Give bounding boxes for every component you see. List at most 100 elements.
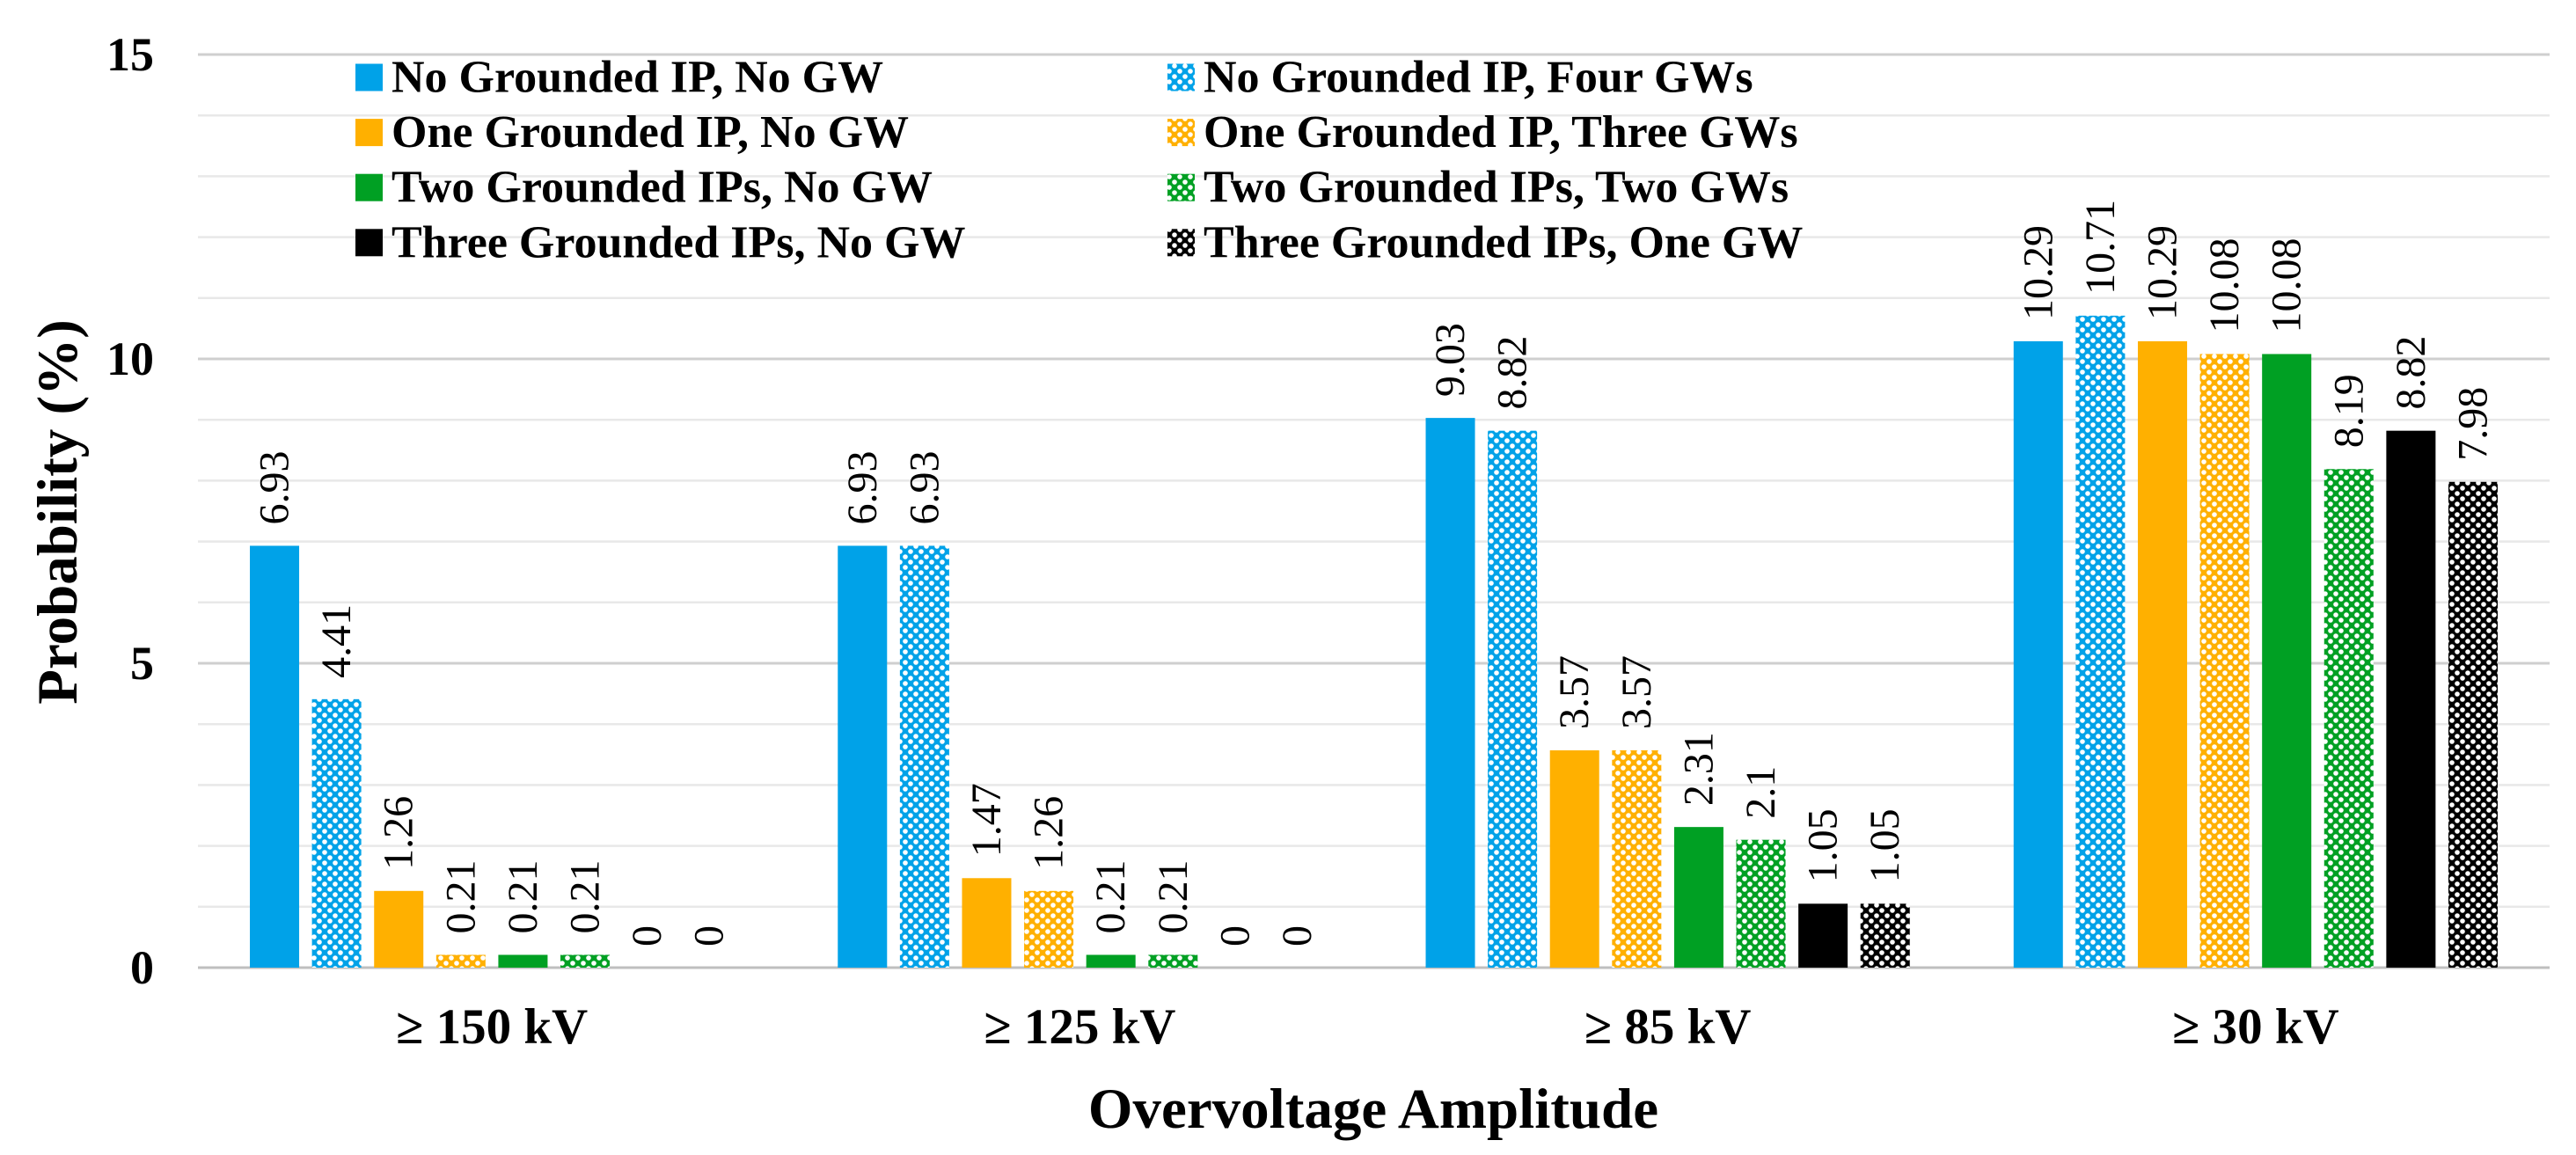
legend-item: Two Grounded IPs, Two GWs <box>1167 163 1789 213</box>
data-label: 10.29 <box>2015 225 2061 320</box>
bar <box>2013 340 2063 968</box>
legend-swatch <box>355 229 383 257</box>
legend-label: Three Grounded IPs, No GW <box>392 217 966 267</box>
data-label: 8.19 <box>2325 374 2372 448</box>
data-label: 3.57 <box>1614 655 1660 729</box>
legend-swatch <box>1167 63 1195 91</box>
data-label: 10.08 <box>2201 238 2248 333</box>
legend-label: One Grounded IP, Three GWs <box>1204 107 1798 157</box>
bar <box>2199 354 2250 968</box>
data-label: 0.21 <box>437 859 484 933</box>
bar <box>250 545 300 968</box>
data-label: 6.93 <box>901 450 948 524</box>
legend-swatch <box>355 119 383 147</box>
data-label: 6.93 <box>252 450 298 524</box>
legend-item: Two Grounded IPs, No GW <box>355 163 933 213</box>
legend-label: One Grounded IP, No GW <box>392 107 909 157</box>
data-label: 8.82 <box>2388 336 2434 410</box>
legend-label: Three Grounded IPs, One GW <box>1204 217 1803 267</box>
data-label: 6.93 <box>839 450 886 524</box>
y-tick-label: 10 <box>106 333 154 385</box>
x-axis-ticks: ≥ 150 kV ≥ 125 kV ≥ 85 kV ≥ 30 kV <box>396 999 2339 1055</box>
x-tick-label: ≥ 85 kV <box>1584 999 1752 1055</box>
bar <box>1024 890 1074 968</box>
bar <box>1549 749 1599 968</box>
data-label: 0 <box>686 925 733 947</box>
legend: No Grounded IP, No GW No Grounded IP, Fou… <box>355 53 1803 267</box>
legend-label: Two Grounded IPs, Two GWs <box>1204 163 1789 213</box>
data-label: 0.21 <box>1087 859 1134 933</box>
bar <box>1736 839 1786 968</box>
legend-swatch <box>1167 119 1195 147</box>
bar <box>2137 340 2187 968</box>
legend-item: No Grounded IP, No GW <box>355 53 883 103</box>
data-label: 2.1 <box>1738 766 1784 819</box>
bar <box>1425 418 1475 968</box>
data-label: 7.98 <box>2449 387 2496 461</box>
y-axis-ticks: 0 5 10 15 <box>106 28 154 994</box>
bar <box>1148 954 1198 968</box>
bar <box>2386 430 2436 968</box>
y-tick-label: 5 <box>130 637 154 690</box>
y-tick-label: 15 <box>106 28 154 81</box>
data-label: 0.21 <box>500 859 546 933</box>
legend-item: No Grounded IP, Four GWs <box>1167 53 1753 103</box>
x-tick-label: ≥ 150 kV <box>396 999 588 1055</box>
bar <box>435 954 486 968</box>
data-label: 1.05 <box>1800 808 1847 882</box>
data-label: 0 <box>1211 925 1258 947</box>
data-label: 8.82 <box>1489 336 1536 410</box>
bar <box>1488 430 1538 968</box>
legend-label: Two Grounded IPs, No GW <box>392 163 933 213</box>
bar <box>311 698 362 968</box>
bar <box>374 890 424 968</box>
data-label: 2.31 <box>1675 732 1722 806</box>
data-label: 10.29 <box>2139 225 2185 320</box>
bar <box>2262 354 2312 968</box>
data-label: 1.26 <box>376 796 422 870</box>
bar <box>560 954 611 968</box>
data-label: 10.71 <box>2077 200 2124 295</box>
y-tick-label: 0 <box>130 941 154 994</box>
data-label: 1.47 <box>963 783 1010 857</box>
legend-item: One Grounded IP, Three GWs <box>1167 107 1798 157</box>
legend-swatch <box>1167 229 1195 257</box>
gridlines <box>198 53 2550 969</box>
bar <box>962 878 1012 968</box>
data-label: 0.21 <box>562 859 609 933</box>
bar <box>2324 469 2374 968</box>
legend-swatch <box>355 173 383 201</box>
bar <box>838 545 888 968</box>
x-tick-label: ≥ 30 kV <box>2172 999 2339 1055</box>
legend-swatch <box>355 63 383 91</box>
legend-item: Three Grounded IPs, No GW <box>355 217 966 267</box>
bar <box>899 545 949 968</box>
data-label: 3.57 <box>1551 655 1598 729</box>
bar <box>1086 954 1136 968</box>
data-label: 10.08 <box>2264 238 2310 333</box>
data-label: 9.03 <box>1427 323 1474 397</box>
legend-item: One Grounded IP, No GW <box>355 107 909 157</box>
bar <box>1798 903 1848 968</box>
data-label: 1.26 <box>1026 796 1072 870</box>
data-label: 4.41 <box>313 604 360 678</box>
bar <box>498 954 548 968</box>
data-label: 0 <box>624 925 670 947</box>
data-label: 0.21 <box>1150 859 1197 933</box>
legend-label: No Grounded IP, No GW <box>392 53 883 103</box>
legend-label: No Grounded IP, Four GWs <box>1204 53 1753 103</box>
bar <box>2075 315 2126 968</box>
bar <box>1673 827 1723 968</box>
data-label: 1.05 <box>1862 808 1908 882</box>
bar <box>2448 481 2498 968</box>
bar <box>1860 903 1910 968</box>
data-labels: 6.934.411.260.21 0.21 0.210 06.93 6.931.47 1.… <box>252 200 2497 947</box>
y-axis-title: Probability (%) <box>26 319 90 705</box>
x-axis-title: Overvoltage Amplitude <box>1088 1078 1658 1141</box>
bar <box>1612 749 1662 968</box>
data-label: 0 <box>1274 925 1321 947</box>
legend-swatch <box>1167 173 1195 201</box>
bars <box>250 315 2498 968</box>
x-tick-label: ≥ 125 kV <box>984 999 1175 1055</box>
